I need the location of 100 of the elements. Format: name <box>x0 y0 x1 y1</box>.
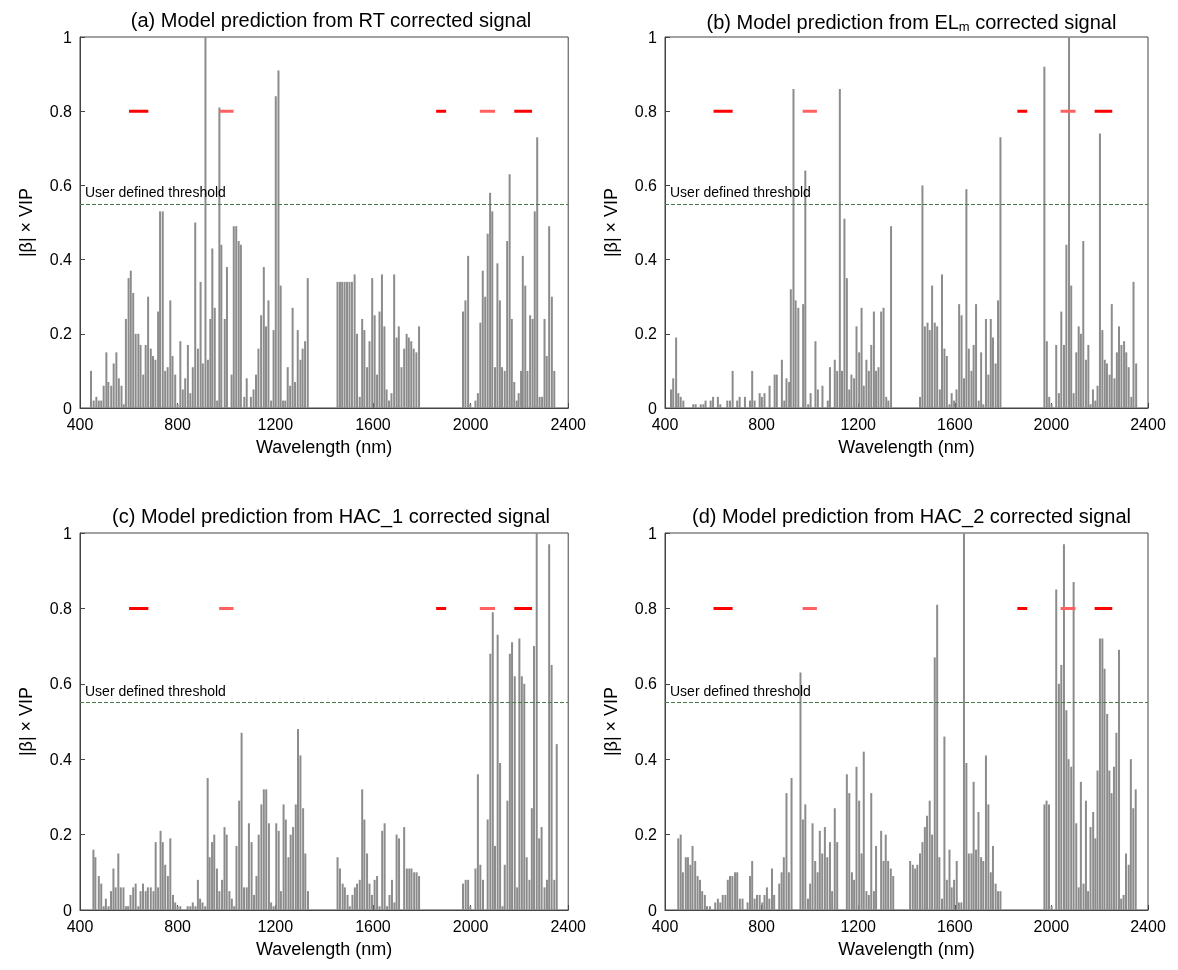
bar <box>736 400 739 408</box>
bar <box>147 296 150 408</box>
y-axis-title: |β| × VIP <box>601 187 621 258</box>
x-tick-label: 800 <box>164 917 192 935</box>
bar <box>189 906 192 910</box>
bar <box>884 834 887 910</box>
chart-title: (d) Model prediction from HAC_2 corrected signal <box>691 505 1132 528</box>
bar <box>191 902 194 910</box>
bar <box>1072 582 1075 910</box>
ref-line-label: User defined threshold <box>670 183 811 200</box>
bar <box>721 894 724 910</box>
bar <box>1068 37 1071 408</box>
bar <box>833 359 836 408</box>
bar <box>958 304 961 408</box>
x-tick-label: 400 <box>66 415 94 433</box>
bar <box>880 830 883 910</box>
bar <box>845 774 848 910</box>
bar <box>1045 800 1048 910</box>
bar <box>467 879 470 910</box>
bar <box>1125 853 1128 910</box>
bar <box>811 823 814 910</box>
bar <box>169 300 172 408</box>
bar <box>196 879 199 910</box>
bar <box>535 533 538 910</box>
bar <box>1134 789 1137 910</box>
bar <box>491 612 494 910</box>
bar <box>262 789 265 910</box>
bar <box>936 604 939 910</box>
bar <box>353 274 356 408</box>
bar <box>682 400 685 408</box>
bar <box>410 341 413 408</box>
bar <box>850 374 853 408</box>
bar <box>398 838 401 910</box>
x-tick-label: 800 <box>748 917 776 935</box>
y-tick-label: 1 <box>648 524 658 542</box>
bar <box>496 263 499 408</box>
bar <box>529 315 532 408</box>
bar <box>716 898 719 910</box>
bar <box>948 849 951 910</box>
bar <box>1060 311 1063 408</box>
bar <box>390 879 393 910</box>
bar <box>115 352 118 408</box>
bar <box>306 278 309 408</box>
y-tick-label: 1 <box>63 524 73 542</box>
bar <box>356 883 359 910</box>
bar <box>1110 304 1113 408</box>
x-tick-label: 800 <box>748 415 776 433</box>
bar <box>1047 804 1050 910</box>
bar <box>555 744 558 910</box>
bar <box>199 281 202 408</box>
x-tick-label: 2400 <box>550 415 587 433</box>
x-tick-label: 1200 <box>840 917 877 935</box>
bar <box>371 278 374 408</box>
bar <box>508 174 511 408</box>
bar <box>521 255 524 408</box>
bar <box>1132 281 1135 408</box>
bar <box>731 876 734 910</box>
bar <box>1101 638 1104 910</box>
bar <box>405 333 408 408</box>
bar <box>1043 66 1046 408</box>
bar <box>186 344 189 408</box>
bar <box>728 876 731 910</box>
y-tick-label: 0 <box>63 399 73 417</box>
x-tick-label: 800 <box>164 415 192 433</box>
bar <box>984 755 987 910</box>
bar <box>765 887 768 910</box>
bar <box>213 834 216 910</box>
bar <box>870 793 873 910</box>
bar <box>818 830 821 910</box>
bar <box>1092 811 1095 910</box>
bar <box>1123 341 1126 408</box>
bar <box>1098 133 1101 408</box>
bar <box>262 267 265 408</box>
bar <box>865 359 868 408</box>
bar <box>1055 589 1058 910</box>
x-axis-title: Wavelength (nm) <box>255 939 393 959</box>
bar <box>89 370 92 408</box>
bar <box>373 879 376 910</box>
bar <box>1118 326 1121 408</box>
y-tick-label: 0.8 <box>49 599 73 617</box>
y-tick-label: 0.8 <box>634 102 658 120</box>
bar <box>780 359 783 408</box>
chart-title: (c) Model prediction from HAC_1 corrected signal <box>112 505 550 528</box>
x-axis-title: Wavelength (nm) <box>255 437 393 457</box>
bar <box>277 70 280 408</box>
bar <box>741 898 744 910</box>
bar <box>823 827 826 910</box>
bar <box>872 311 875 408</box>
bar <box>743 396 746 408</box>
x-axis-title: Wavelength (nm) <box>838 437 975 457</box>
bar <box>984 318 987 408</box>
bar <box>159 830 162 910</box>
bar <box>821 385 824 408</box>
bar <box>1055 344 1058 408</box>
bar <box>481 270 484 408</box>
y-tick-label: 0.2 <box>49 826 73 844</box>
bar <box>1129 759 1132 910</box>
bar <box>201 902 204 910</box>
bar <box>828 367 831 408</box>
bar <box>882 307 885 408</box>
